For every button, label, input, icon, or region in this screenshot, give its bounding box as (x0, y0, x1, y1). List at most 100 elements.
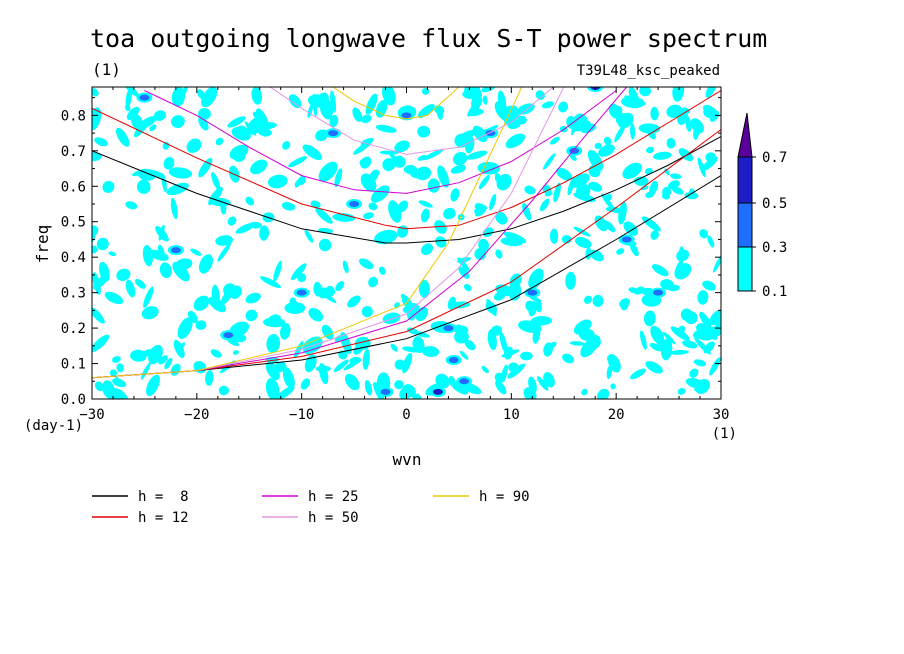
colorbar: 0.7 0.5 0.3 0.1 (737, 112, 787, 300)
colorbar-segment (737, 156, 753, 204)
contour-patch-low (215, 137, 224, 146)
kelvin-curve-h90 (92, 87, 523, 379)
contour-patch-low (289, 297, 297, 307)
contour-patch-low (116, 268, 131, 282)
contour-patch-low (478, 174, 490, 190)
contour-patch-low (466, 87, 483, 97)
contour-patch-low (92, 88, 99, 97)
contour-patch-low (163, 156, 175, 170)
contour-patch-low (94, 137, 108, 147)
contour-patch-low (290, 263, 307, 281)
contour-patch-low (340, 332, 352, 355)
contour-patch-low (220, 199, 227, 215)
contour-patch-low (662, 186, 672, 198)
contour-patch-low (92, 151, 102, 162)
contour-patch-low (562, 353, 575, 364)
contour-patch-low (210, 349, 222, 358)
contour-patch-low (177, 317, 193, 339)
contour-patch-high (380, 388, 391, 395)
contour-patch-low (378, 266, 386, 275)
contour-patch-high (328, 130, 339, 137)
kelvin-curve-h25 (92, 87, 627, 379)
y-tick-label: 0.6 (61, 179, 86, 195)
dispersion-curve-h50 (269, 87, 554, 155)
contour-patch-low (342, 260, 349, 274)
contour-patch-low (649, 343, 663, 352)
contour-patch-low (650, 106, 659, 121)
contour-patch-low (617, 112, 634, 129)
contour-patch-low (172, 261, 190, 282)
contour-patch-low (280, 323, 291, 340)
contour-patch-low (153, 110, 166, 121)
contour-patch-low (130, 349, 147, 362)
contour-patch-low (315, 207, 333, 224)
contour-patch-low (464, 339, 476, 351)
contour-patch-high (459, 378, 470, 385)
contour-patch-low (198, 107, 211, 120)
contour-patch-low (684, 311, 698, 325)
contour-patch-low (508, 362, 519, 373)
contour-patch-low (670, 173, 682, 180)
contour-patch-low (198, 254, 214, 274)
contour-patch-low (259, 276, 282, 289)
contour-patch-low (126, 106, 140, 121)
contour-patch-low (477, 161, 501, 175)
contour-patch-low (459, 350, 469, 360)
contour-patch-low (672, 87, 685, 102)
contour-patch-low (650, 230, 659, 240)
contour-patch-low (125, 279, 136, 298)
contour-patch-low (382, 158, 396, 172)
contour-patch-low (448, 376, 456, 387)
contour-patch-low (666, 137, 676, 149)
contour-patch-low (655, 338, 669, 350)
contour-patch-low (347, 295, 361, 308)
contour-patch-low (92, 245, 98, 254)
contour-patch-low (125, 88, 132, 109)
contour-patch-low (94, 381, 105, 392)
contour-patch-low (227, 116, 246, 128)
contour-patch-low (205, 370, 214, 386)
contour-patch-low (393, 155, 406, 168)
contour-patch-high (527, 289, 538, 296)
contour-patch-low (601, 193, 615, 211)
contour-patch-low (685, 116, 692, 132)
colorbar-label: 0.7 (762, 150, 787, 166)
contour-patch-low (520, 351, 533, 361)
y-tick-label: 0.3 (61, 286, 86, 302)
contour-patch-low (630, 368, 646, 380)
contour-patch-low (489, 194, 497, 211)
contour-patch-low (394, 380, 404, 390)
contour-patch-low (569, 153, 577, 161)
contour-patch-low (359, 159, 368, 167)
contour-patch-low (112, 356, 121, 363)
contour-patch-low (412, 336, 425, 354)
chart-subtitle-right: T39L48_ksc_peaked (577, 63, 720, 79)
y-tick-label: 0.0 (61, 392, 86, 408)
contour-patch-low (158, 355, 168, 365)
contour-patch-low (553, 182, 561, 203)
contour-patch-low (580, 337, 599, 358)
contour-patch-low (364, 379, 373, 396)
contour-patch-low (399, 387, 412, 399)
contour-patch-low (360, 114, 372, 124)
contour-patch-low (639, 330, 647, 350)
contour-patch-low (629, 242, 639, 257)
contour-patch-low (159, 262, 172, 279)
contour-patch-low (517, 115, 527, 125)
contour-patch-low (245, 196, 255, 206)
contour-patch-high (401, 112, 412, 119)
contour-patch-low (616, 248, 625, 255)
contour-patch-low (300, 378, 311, 390)
contour-patch-low (699, 311, 712, 328)
contour-patch-low (158, 224, 165, 241)
contour-patch-low (227, 216, 237, 226)
contour-patch-low (703, 109, 713, 118)
contour-patch-low (702, 104, 719, 119)
contour-patch-low (400, 293, 413, 307)
contour-patch-low (164, 357, 173, 370)
x-tick-label: 10 (503, 407, 520, 423)
colorbar-label: 0.3 (762, 240, 787, 256)
contour-patch-low (499, 331, 508, 354)
contour-patch-low (528, 301, 538, 317)
contour-patch-low (418, 279, 430, 299)
